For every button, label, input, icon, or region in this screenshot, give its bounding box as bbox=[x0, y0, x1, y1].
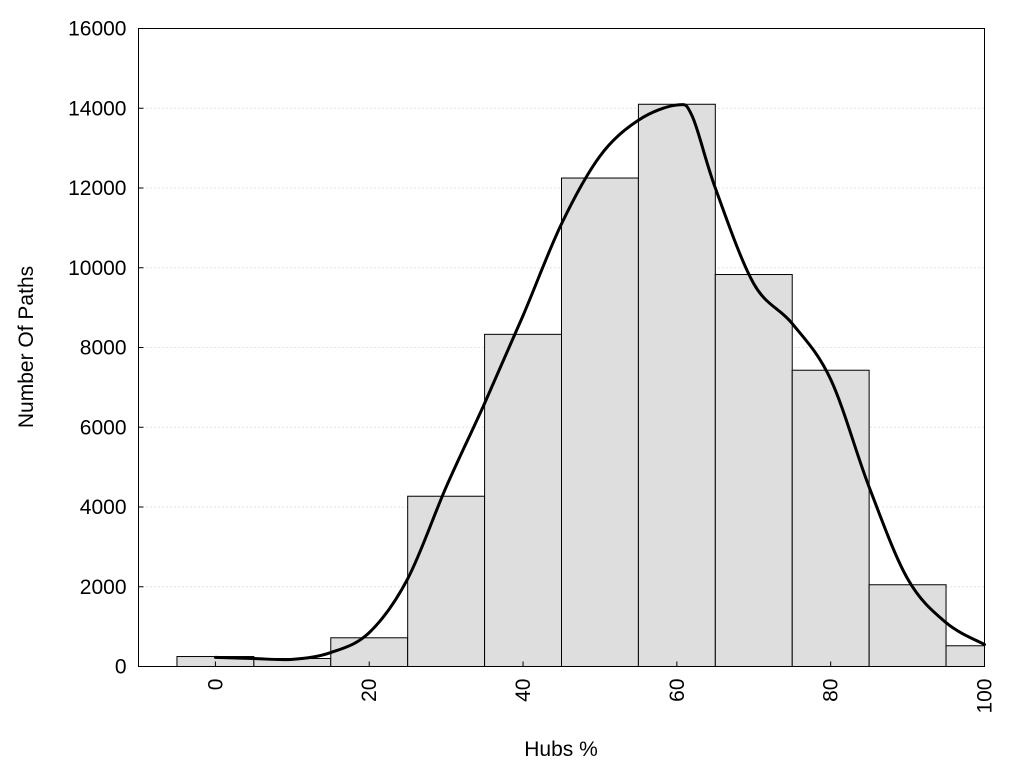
y-tick-label: 8000 bbox=[80, 337, 127, 360]
x-tick-label: 100 bbox=[974, 679, 997, 714]
y-axis-title: Number Of Paths bbox=[15, 266, 38, 428]
y-tick-label: 14000 bbox=[68, 97, 126, 120]
histogram-bars bbox=[176, 103, 986, 668]
histogram-bar bbox=[791, 369, 870, 667]
histogram-bar bbox=[407, 495, 486, 668]
histogram-bar bbox=[945, 645, 986, 668]
x-tick-label: 80 bbox=[820, 679, 843, 702]
y-tick-label: 6000 bbox=[80, 416, 127, 439]
histogram-bar bbox=[637, 103, 716, 667]
x-tick-label: 20 bbox=[358, 679, 381, 702]
x-tick-label: 60 bbox=[666, 679, 689, 702]
y-tick-label: 12000 bbox=[68, 177, 126, 200]
histogram-bar bbox=[561, 177, 639, 667]
y-axis: 0 2000 4000 6000 8000 10000 12000 14000 16000 bbox=[68, 18, 144, 679]
histogram-bar bbox=[714, 274, 793, 667]
x-tick-label: 40 bbox=[512, 679, 535, 702]
y-tick-label: 10000 bbox=[68, 257, 126, 280]
histogram-bar bbox=[484, 333, 562, 667]
y-tick-label: 2000 bbox=[80, 576, 127, 599]
y-tick-label: 0 bbox=[115, 656, 127, 679]
x-axis: 0 20 40 60 80 100 bbox=[204, 661, 997, 714]
x-axis-title: Hubs % bbox=[524, 738, 598, 761]
y-tick-label: 4000 bbox=[80, 496, 127, 519]
density-curve bbox=[213, 103, 986, 662]
x-tick-label: 0 bbox=[204, 679, 227, 691]
density-curve-layer bbox=[213, 103, 986, 662]
histogram-bar bbox=[868, 584, 947, 667]
y-tick-label: 16000 bbox=[68, 18, 126, 41]
